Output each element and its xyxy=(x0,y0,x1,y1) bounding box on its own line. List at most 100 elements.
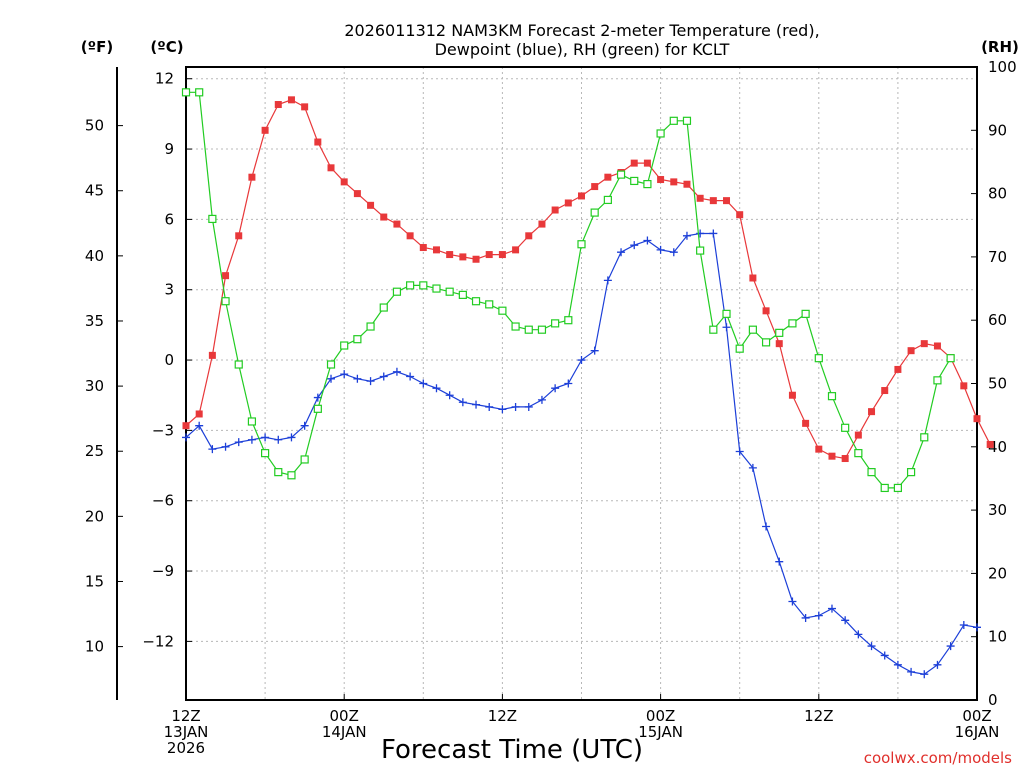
2-meter-temperature-point xyxy=(432,246,440,254)
dewpoint-point xyxy=(801,613,810,622)
2-meter-temperature-point xyxy=(815,445,823,453)
2-meter-temperature-point xyxy=(709,197,717,205)
2-meter-temperature-point xyxy=(208,351,216,359)
2-meter-temperature-point xyxy=(551,206,559,214)
dewpoint-point xyxy=(630,241,639,250)
rh-point xyxy=(709,325,718,334)
2-meter-temperature-point xyxy=(973,415,981,423)
dewpoint-point xyxy=(669,248,678,257)
rh-point xyxy=(247,417,257,426)
rh-point xyxy=(630,176,639,186)
rh-tick-label: 30 xyxy=(988,501,1007,519)
rh-point xyxy=(511,322,520,331)
dewpoint-point xyxy=(893,660,902,669)
rh-tick-label: 70 xyxy=(988,248,1007,266)
x-tick-label: 12Z xyxy=(171,707,200,725)
dewpoint-point xyxy=(682,231,691,240)
2-meter-temperature-point xyxy=(657,176,665,184)
rh-point xyxy=(340,341,349,350)
rh-point xyxy=(313,404,322,413)
dewpoint-point xyxy=(564,379,573,388)
dewpoint-point xyxy=(524,402,533,411)
f-tick-label: 35 xyxy=(85,312,104,330)
rh-point xyxy=(498,306,507,315)
f-tick-label: 25 xyxy=(85,442,104,460)
fahrenheit-unit-label: (ºF) xyxy=(81,38,113,56)
dewpoint-point xyxy=(182,433,190,442)
dewpoint-point xyxy=(656,245,665,254)
2-meter-temperature-point xyxy=(195,410,203,418)
dewpoint-point xyxy=(472,400,481,409)
rh-point xyxy=(696,246,705,255)
c-tick-label: 12 xyxy=(155,70,174,88)
rh-point xyxy=(788,319,797,328)
rh-point xyxy=(551,319,560,328)
dewpoint-point xyxy=(959,620,968,629)
dewpoint-point xyxy=(775,557,784,566)
x-tick-label: 00Z xyxy=(646,707,675,725)
dewpoint-point xyxy=(643,236,652,245)
rh-point xyxy=(524,325,533,334)
rh-point xyxy=(669,116,678,125)
dewpoint-point xyxy=(709,229,718,238)
2-meter-temperature-point xyxy=(498,251,506,259)
dewpoint-point xyxy=(379,372,388,381)
2-meter-temperature-point xyxy=(182,422,190,430)
rh-point xyxy=(471,297,481,306)
rh-point xyxy=(458,290,467,299)
2-meter-temperature-point xyxy=(933,342,941,350)
f-tick-label: 20 xyxy=(85,507,104,525)
dewpoint-point xyxy=(590,346,599,355)
x-tick-label: 00Z xyxy=(330,707,359,725)
dewpoint-point xyxy=(735,447,744,456)
rh-point xyxy=(485,300,494,309)
dewpoint-point xyxy=(973,623,981,632)
2-meter-temperature-point xyxy=(749,274,757,282)
2-meter-temperature-point xyxy=(564,199,572,207)
2-meter-temperature-point xyxy=(301,103,309,111)
rh-point xyxy=(537,325,547,334)
rh-point xyxy=(827,392,837,401)
dewpoint-point xyxy=(208,445,217,454)
dewpoint-point xyxy=(300,421,309,430)
dewpoint-point xyxy=(603,276,612,285)
2-meter-temperature-point xyxy=(696,194,704,202)
rh-point xyxy=(906,468,916,477)
dewpoint-point xyxy=(880,651,889,660)
dewpoint-point xyxy=(933,660,942,669)
rh-point xyxy=(353,335,362,344)
2-meter-temperature-point xyxy=(353,190,361,198)
rh-point xyxy=(300,455,309,464)
dewpoint-point xyxy=(762,522,771,531)
rh-point xyxy=(722,309,731,318)
2-meter-temperature-point xyxy=(248,173,256,181)
c-tick-label: 6 xyxy=(164,210,174,228)
tick-labels: 504540353025201510129630−3−6−9−121009080… xyxy=(85,58,1017,757)
f-tick-label: 30 xyxy=(85,377,104,395)
rh-point xyxy=(208,214,217,224)
2-meter-temperature-point xyxy=(235,232,243,240)
rh-unit-label: (RH) xyxy=(981,38,1019,56)
rh-point xyxy=(392,287,402,296)
dewpoint-point xyxy=(946,642,955,651)
2-meter-temperature-point xyxy=(327,164,335,172)
f-tick-label: 45 xyxy=(85,182,104,200)
dewpoint-point xyxy=(432,384,441,393)
dewpoint-point xyxy=(221,442,230,451)
rh-point xyxy=(181,88,191,97)
2-meter-temperature-point xyxy=(287,96,295,104)
x-tick-label: 14JAN xyxy=(322,723,367,741)
dewpoint-point xyxy=(445,391,454,400)
rh-point xyxy=(775,328,784,337)
dewpoint-point xyxy=(577,356,586,365)
c-tick-label: 0 xyxy=(164,351,174,369)
2-meter-temperature-point xyxy=(736,211,744,219)
x-tick-label: 15JAN xyxy=(638,723,683,741)
axes xyxy=(116,66,978,701)
rh-point xyxy=(761,338,771,347)
rh-tick-label: 10 xyxy=(988,628,1007,646)
2-meter-temperature-point xyxy=(380,213,388,221)
2-meter-temperature-point xyxy=(222,272,230,280)
dewpoint-point xyxy=(419,379,428,388)
